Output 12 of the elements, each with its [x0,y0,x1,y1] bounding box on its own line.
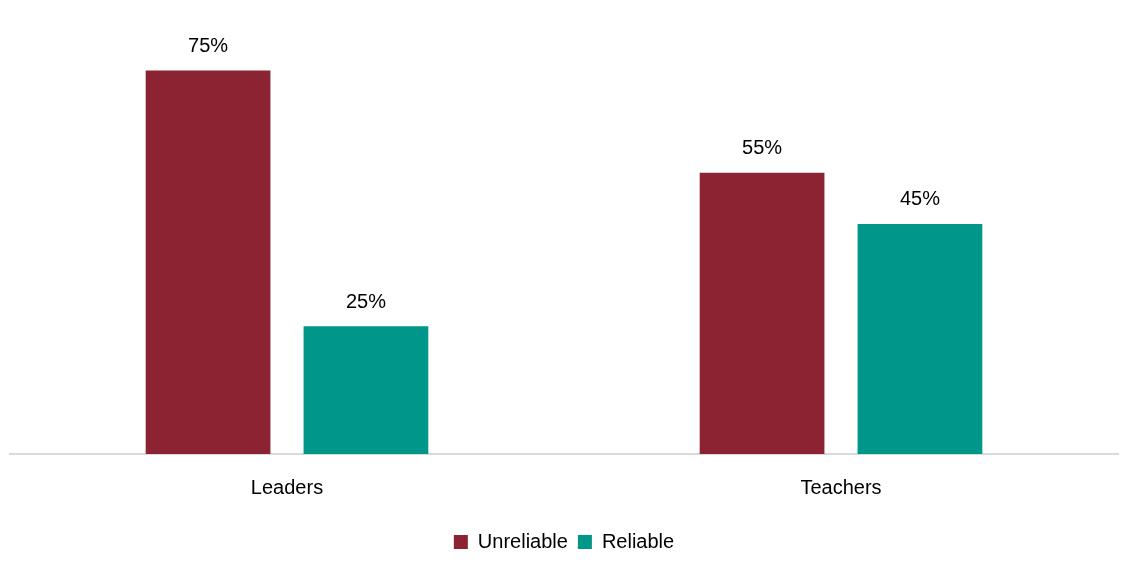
legend-label: Reliable [601,529,675,552]
data-label: 55% [742,136,783,159]
bar [145,70,271,454]
data-label: 45% [899,187,941,210]
bar [303,326,429,454]
data-label: 75% [188,34,229,57]
bar [857,223,983,454]
data-label: 25% [345,289,387,312]
x-tick-label: Teachers [800,475,882,498]
legend-label: Unreliable [477,529,568,552]
x-tick-label: Leaders [250,475,324,498]
bar [699,172,825,454]
